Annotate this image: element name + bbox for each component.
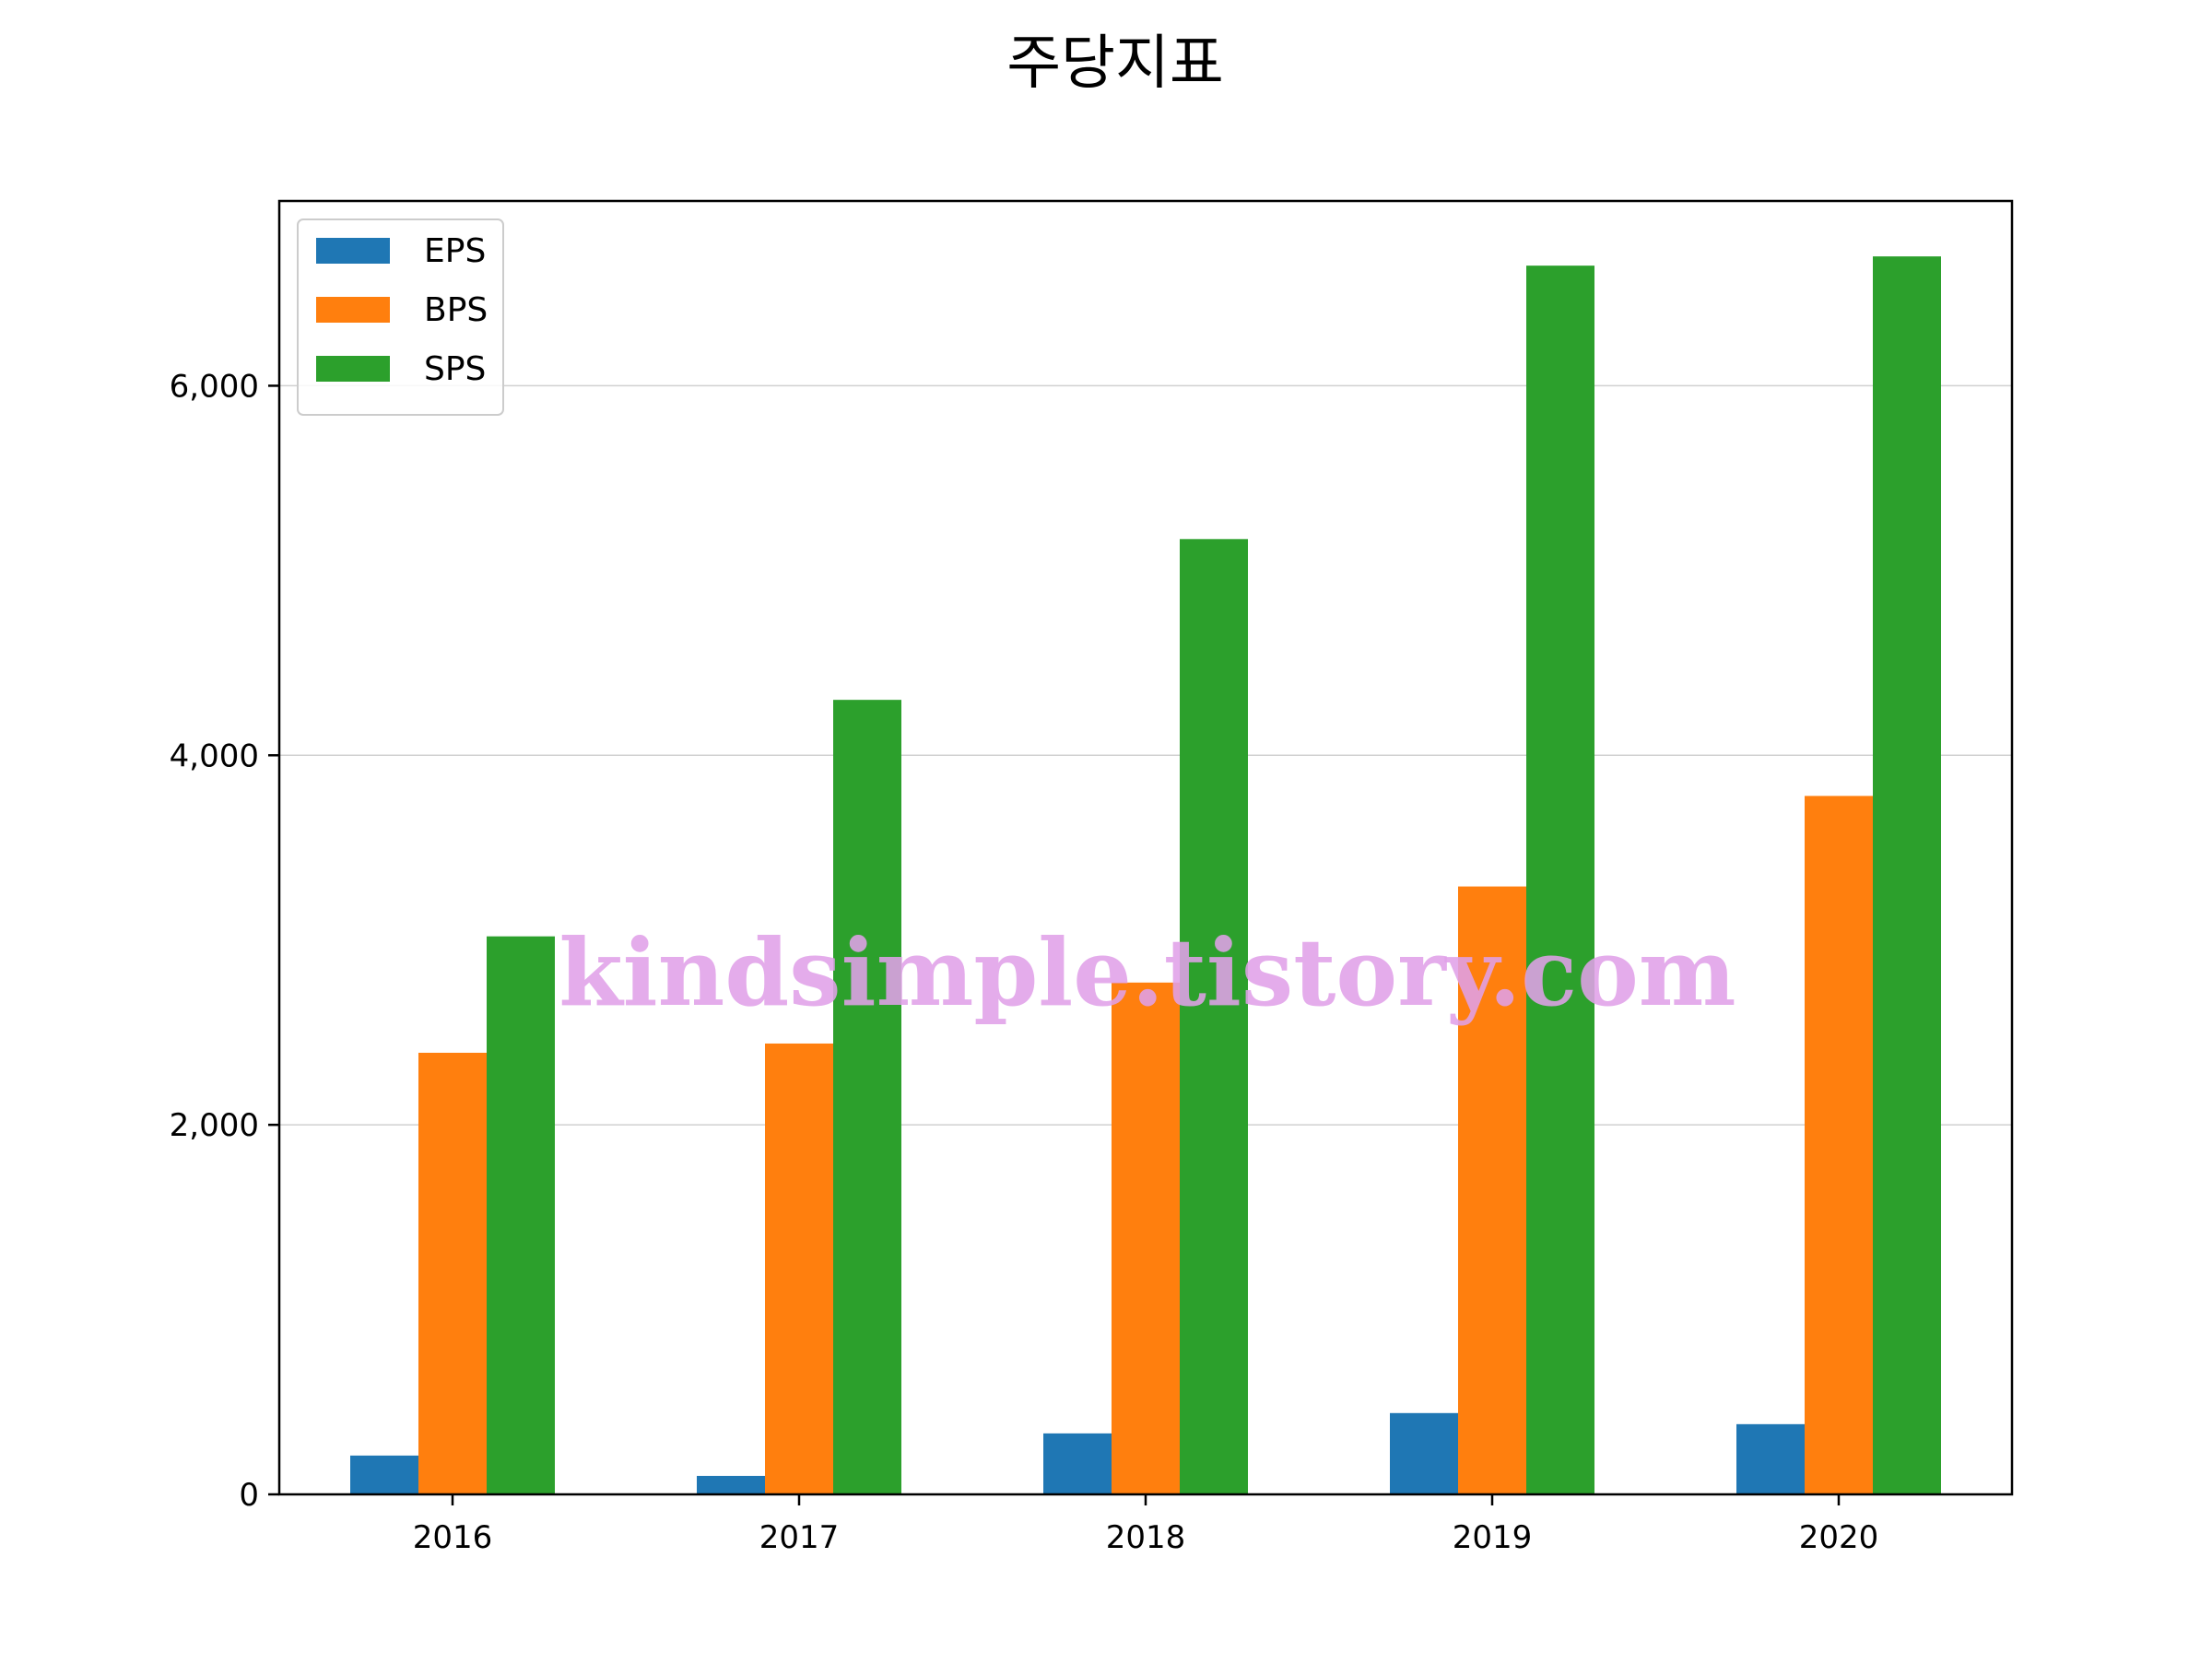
bar-eps-2018: [1043, 1433, 1112, 1494]
bar-eps-2020: [1736, 1423, 1805, 1494]
watermark-text: kindsimple.tistory.com: [559, 918, 1735, 1027]
bar-eps-2019: [1390, 1412, 1458, 1494]
bar-eps-2016: [350, 1455, 418, 1494]
x-tick-label: 2017: [759, 1519, 840, 1556]
bar-sps-2017: [833, 700, 901, 1494]
y-tick-label: 4,000: [170, 738, 259, 774]
x-tick-label: 2020: [1799, 1519, 1879, 1556]
x-tick-label: 2018: [1106, 1519, 1186, 1556]
legend-label-eps: EPS: [424, 232, 486, 270]
bar-eps-2017: [697, 1475, 765, 1494]
bar-sps-2020: [1873, 256, 1941, 1495]
y-tick-label: 0: [239, 1477, 259, 1514]
bar-bps-2018: [1112, 982, 1180, 1494]
bar-sps-2019: [1526, 266, 1594, 1494]
x-axis: 2016 2017 2018 2019 2020: [413, 1494, 1879, 1556]
bar-bps-2020: [1805, 796, 1873, 1494]
legend-swatch-sps: [316, 356, 390, 382]
y-tick-label: 6,000: [170, 368, 259, 405]
bar-bps-2019: [1458, 886, 1526, 1494]
y-axis: 0 2,000 4,000 6,000: [170, 368, 279, 1514]
bars: [350, 256, 1941, 1495]
bar-sps-2016: [487, 936, 555, 1494]
y-tick-label: 2,000: [170, 1107, 259, 1144]
chart-title: 주당지표: [1006, 30, 1224, 98]
legend-label-bps: BPS: [424, 291, 488, 329]
bar-bps-2016: [418, 1052, 487, 1494]
x-tick-label: 2019: [1453, 1519, 1533, 1556]
legend-label-sps: SPS: [424, 350, 486, 388]
legend-swatch-eps: [316, 238, 390, 264]
bar-bps-2017: [765, 1043, 833, 1494]
legend: EPS BPS SPS: [297, 218, 504, 416]
legend-swatch-bps: [316, 297, 390, 323]
x-tick-label: 2016: [413, 1519, 493, 1556]
bar-sps-2018: [1180, 538, 1248, 1494]
